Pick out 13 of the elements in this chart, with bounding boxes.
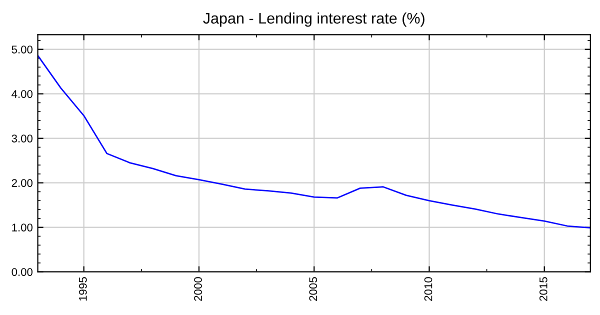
y-tick-label: 3.00	[12, 134, 33, 142]
y-tick-label: 0.00	[12, 268, 33, 276]
x-tick-label: 1995	[78, 277, 87, 301]
x-tick-label: 2000	[194, 277, 202, 301]
x-tick-label: 2005	[309, 277, 318, 301]
chart-title: Japan - Lending interest rate (%)	[203, 12, 424, 27]
y-tick-label: 5.00	[12, 46, 33, 54]
y-tick-label: 4.00	[12, 90, 33, 98]
x-tick-label: 2015	[539, 277, 548, 301]
line-series	[38, 54, 590, 228]
y-tick-label: 2.00	[12, 179, 33, 187]
x-tick-label: 2010	[424, 277, 432, 301]
y-tick-label: 1.00	[12, 224, 33, 232]
